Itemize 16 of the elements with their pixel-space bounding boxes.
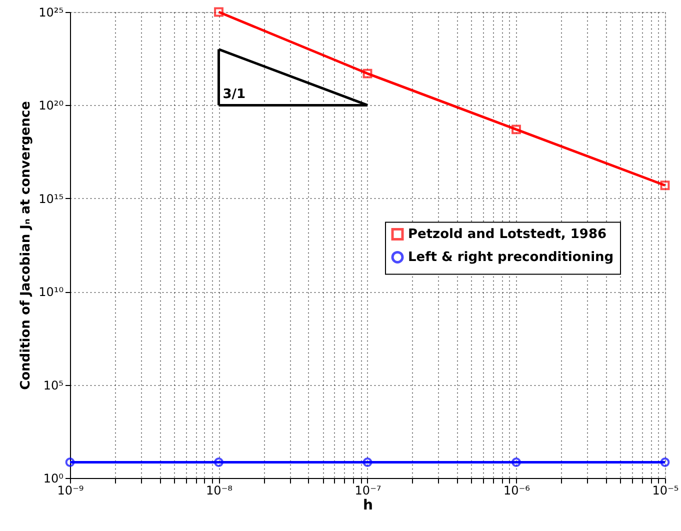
annotation: 3/1 [222,87,246,102]
y-tick-label: 10⁰ [43,472,64,486]
x-tick-label: 10⁻⁸ [206,484,233,498]
legend-label: Petzold and Lotstedt, 1986 [408,227,607,242]
x-tick-label: 10⁻⁹ [57,484,84,498]
x-tick-label: 10⁻⁶ [504,484,530,498]
y-axis-title: Condition of Jacobian Jₙ at convergence [18,100,34,390]
y-tick-label: 10⁵ [43,378,64,392]
x-axis-title: h [363,498,373,514]
x-tick-label: 10⁻⁷ [354,484,382,498]
y-tick-label: 10¹⁰ [38,285,64,300]
x-tick-label: 10⁻⁵ [652,484,679,498]
y-tick-label: 10²⁰ [38,98,64,113]
y-tick-label: 10²⁵ [38,6,64,20]
y-tick-label: 10¹⁵ [38,192,64,206]
legend-label: Left & right preconditioning [408,250,614,266]
